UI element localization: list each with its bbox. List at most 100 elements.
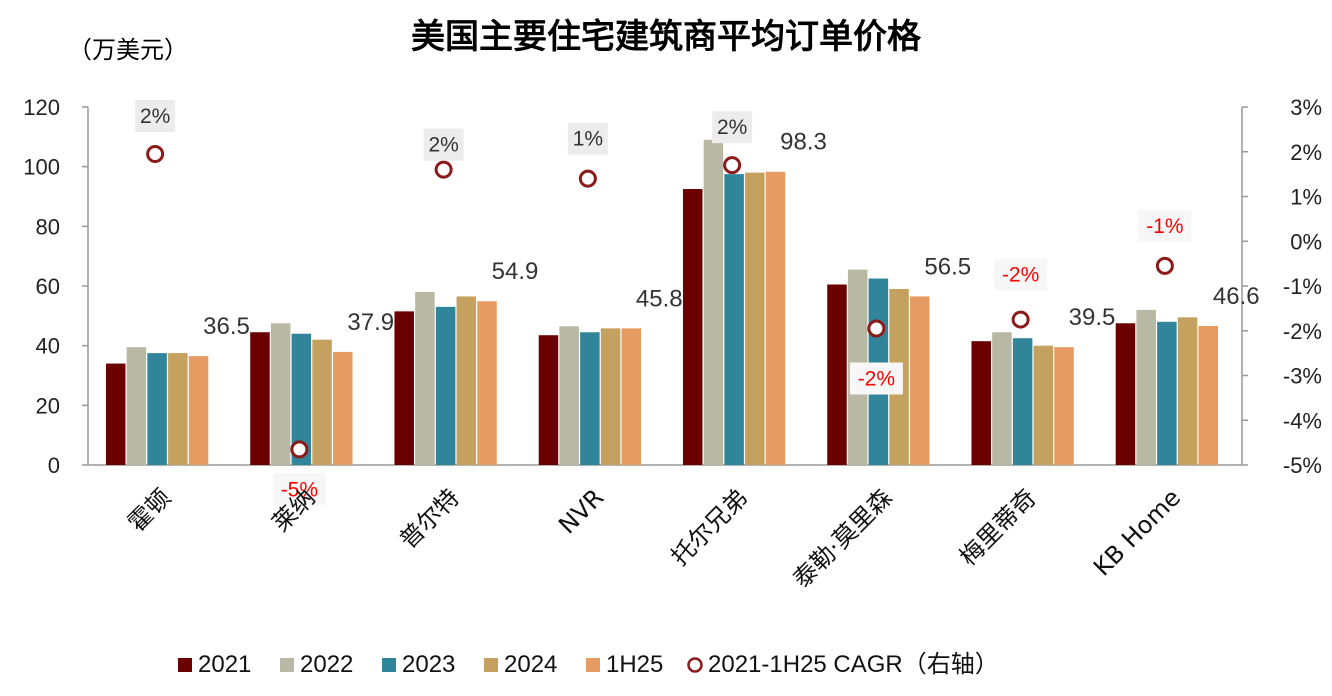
cagr-label-box xyxy=(849,362,903,395)
bar-2021-0 xyxy=(105,363,126,465)
right-tick-label: -5% xyxy=(1283,453,1322,478)
bar-2022-3 xyxy=(559,326,579,465)
left-tick-label: 60 xyxy=(36,274,60,299)
category-label: 霍顿 xyxy=(123,483,177,537)
left-tick-label: 80 xyxy=(36,214,60,239)
legend-swatch-2021 xyxy=(178,658,192,672)
bar-1H25-6 xyxy=(1054,347,1074,465)
bar-1H25-2 xyxy=(477,301,497,465)
value-label: 39.5 xyxy=(1069,304,1116,331)
chart-title: 美国主要住宅建筑商平均订单价格 xyxy=(411,17,922,57)
legend-label: 1H25 xyxy=(606,651,663,678)
cagr-label: 2% xyxy=(717,116,747,139)
left-tick-label: 20 xyxy=(36,393,60,418)
legend-label: 2021 xyxy=(198,651,251,678)
legend-label: 2024 xyxy=(504,651,557,678)
y-axis-unit-label: （万美元） xyxy=(68,36,188,64)
bar-2024-6 xyxy=(1033,345,1054,465)
category-label: 普尔特 xyxy=(394,483,465,554)
cagr-label-box xyxy=(994,258,1048,291)
bar-2023-2 xyxy=(435,306,456,465)
bar-2024-3 xyxy=(600,328,621,465)
bar-2021-5 xyxy=(827,284,847,465)
cagr-label: 1% xyxy=(573,128,603,151)
category-label: KB Home xyxy=(1088,483,1186,581)
bar-2023-7 xyxy=(1157,321,1177,465)
left-tick-label: 120 xyxy=(23,95,60,120)
bar-2024-2 xyxy=(456,296,477,465)
legend-swatch-1H25 xyxy=(586,658,600,672)
legend: 2021 2022 2023 2024 1H25 2021-1H25 CAGR（右轴） xyxy=(178,651,999,678)
bar-2022-6 xyxy=(992,332,1012,465)
cagr-point xyxy=(1011,310,1030,329)
bar-1H25-4 xyxy=(765,171,786,465)
bar-2021-4 xyxy=(682,189,703,465)
cagr-label: -1% xyxy=(1146,215,1183,238)
category-label: NVR xyxy=(553,483,609,539)
cagr-point xyxy=(723,156,742,175)
cagr-point xyxy=(146,144,165,163)
right-tick-label: -2% xyxy=(1283,319,1322,344)
cagr-label: -2% xyxy=(1002,264,1039,287)
right-tick-label: 0% xyxy=(1290,229,1322,254)
legend-swatch-2022 xyxy=(280,658,294,672)
bar-2021-7 xyxy=(1115,323,1136,465)
cagr-point xyxy=(578,169,597,188)
right-tick-label: 3% xyxy=(1290,95,1322,120)
left-tick-label: 100 xyxy=(23,155,60,180)
bar-2024-7 xyxy=(1177,317,1198,465)
cagr-label-box xyxy=(1138,209,1192,242)
bar-2021-3 xyxy=(538,335,559,465)
category-label: 梅里蒂奇 xyxy=(954,483,1042,571)
left-tick-label: 0 xyxy=(48,453,60,478)
cagr-label-box xyxy=(272,473,326,506)
legend-swatch-2023 xyxy=(382,658,396,672)
cagr-label: 2% xyxy=(428,134,458,157)
bar-2023-4 xyxy=(724,174,744,465)
legend-label: 2022 xyxy=(300,651,353,678)
cagr-point xyxy=(867,319,886,338)
bar-2021-2 xyxy=(394,311,414,465)
cagr-point xyxy=(434,160,453,179)
bar-2023-0 xyxy=(147,353,167,465)
bars xyxy=(105,139,1219,466)
bar-2023-3 xyxy=(580,332,600,465)
cagr-point xyxy=(1155,256,1174,275)
cagr-point xyxy=(290,440,309,459)
bar-2023-6 xyxy=(1012,338,1033,465)
bar-1H25-5 xyxy=(910,296,930,465)
bar-1H25-0 xyxy=(188,356,209,465)
right-tick-label: 1% xyxy=(1290,185,1322,210)
legend-swatch-2024 xyxy=(484,658,498,672)
bar-2023-1 xyxy=(291,333,312,465)
value-label: 36.5 xyxy=(203,313,250,340)
bar-2022-0 xyxy=(126,347,147,465)
bar-1H25-7 xyxy=(1198,325,1219,465)
value-label: 46.6 xyxy=(1213,283,1260,310)
value-labels: 36.5 37.9 54.9 45.8 98.3 56.5 39.5 46.6 xyxy=(203,129,1259,340)
bar-2024-0 xyxy=(168,353,188,465)
category-label: 泰勒·莫里森 xyxy=(788,483,898,593)
bar-1H25-1 xyxy=(333,351,353,465)
value-label: 54.9 xyxy=(492,258,539,285)
cagr-series: 2% -5% 2% 1% 2% -2% -2% -1% xyxy=(135,99,1192,506)
cagr-label-box xyxy=(423,128,464,161)
right-tick-label: -4% xyxy=(1283,408,1322,433)
right-tick-label: -1% xyxy=(1283,274,1322,299)
legend-label: 2021-1H25 CAGR（右轴） xyxy=(708,651,999,678)
cagr-label-box xyxy=(135,99,176,132)
right-tick-label: 2% xyxy=(1290,140,1322,165)
cagr-label: -5% xyxy=(281,478,318,501)
legend-label: 2023 xyxy=(402,651,455,678)
right-tick-label: -3% xyxy=(1283,364,1322,389)
bar-2021-6 xyxy=(971,341,991,465)
left-tick-label: 40 xyxy=(36,334,60,359)
value-label: 56.5 xyxy=(924,253,971,280)
bar-2022-1 xyxy=(270,323,291,465)
value-label: 45.8 xyxy=(636,285,683,312)
category-label: 托尔兄弟 xyxy=(666,483,754,571)
bar-2024-4 xyxy=(745,172,765,465)
legend-marker-cagr xyxy=(687,657,703,673)
cagr-label: 2% xyxy=(140,105,170,128)
